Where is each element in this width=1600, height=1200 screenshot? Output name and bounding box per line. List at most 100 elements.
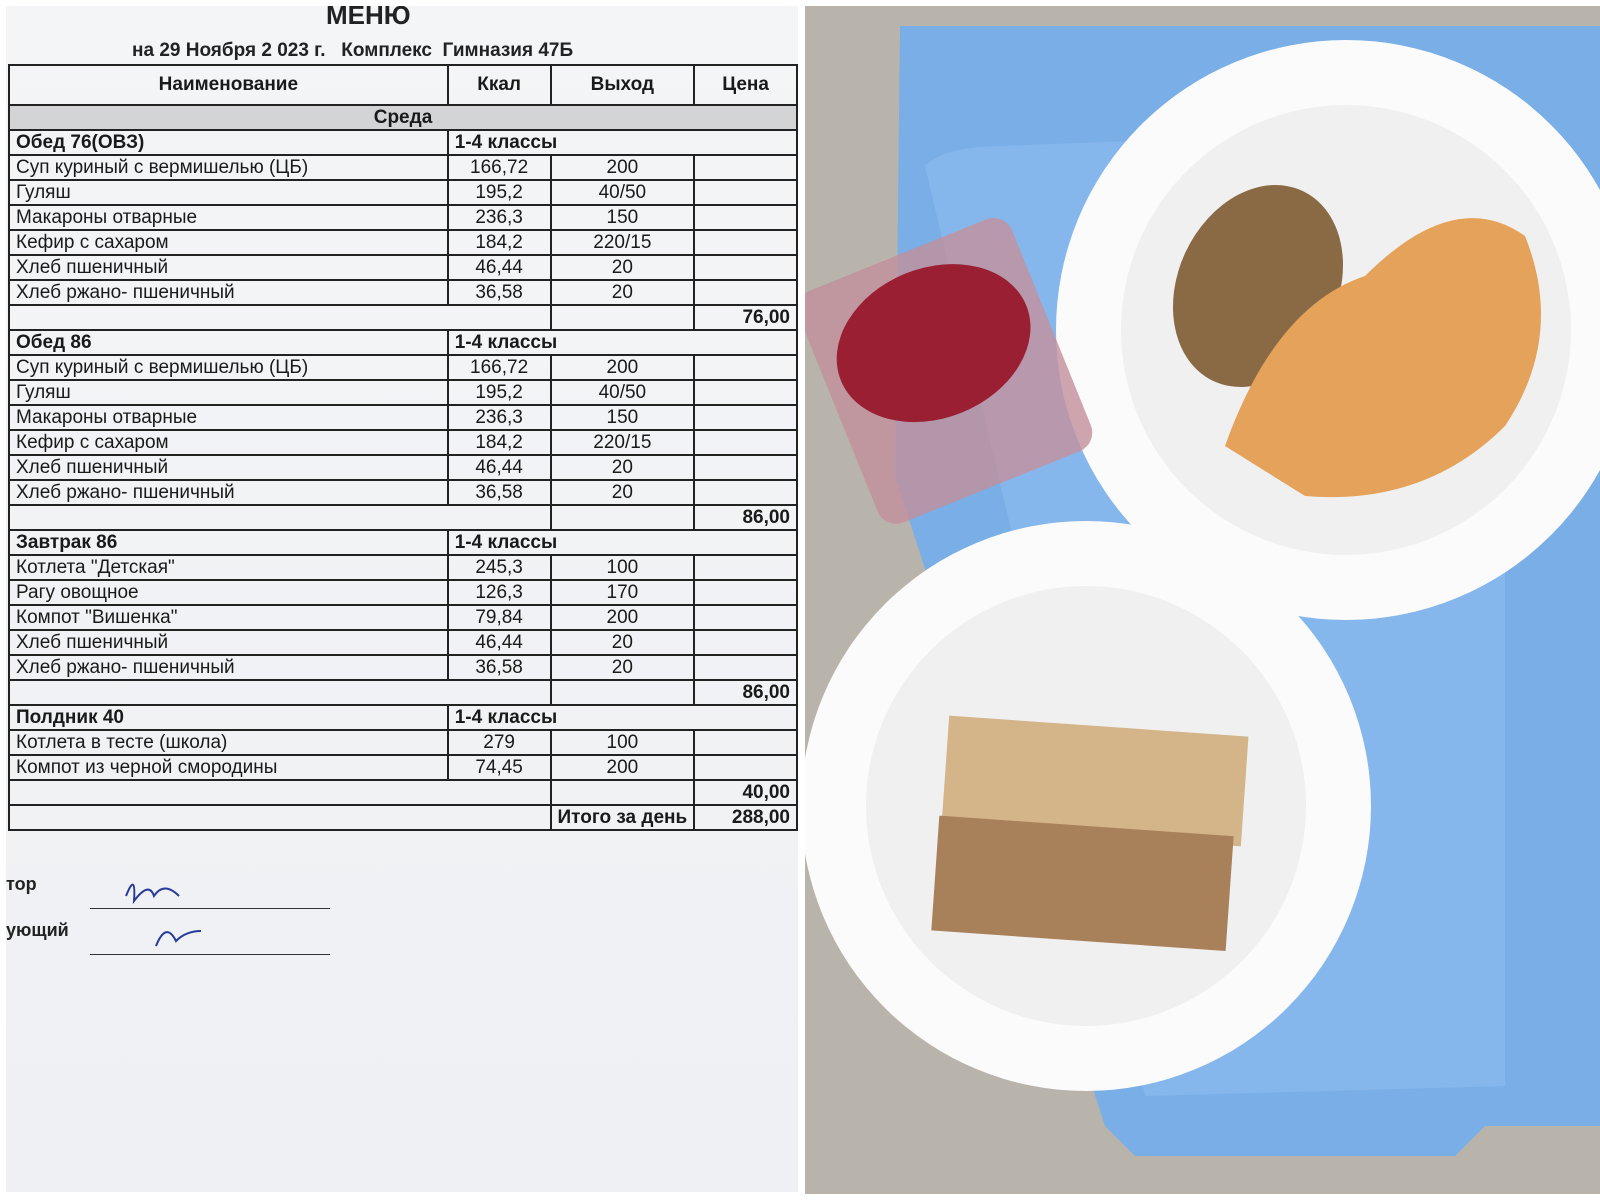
table-cell: Компот из черной смородины (8, 754, 449, 781)
table-row: Рагу овощное 126,3 170 (8, 579, 798, 606)
table-cell: 170 (549, 579, 696, 606)
table-cell: 20 (549, 254, 696, 281)
table-cell: 46,44 (446, 629, 552, 656)
table-cell: Хлеб ржано- пшеничный (8, 654, 449, 681)
table-cell: 150 (549, 404, 696, 431)
table-cell: Хлеб пшеничный (8, 629, 449, 656)
table-cell: 86,00 (693, 679, 798, 706)
table-row: Обед 86 1-4 классы (8, 329, 798, 356)
table-cell: 20 (549, 629, 696, 656)
table-cell (693, 604, 798, 631)
table-cell (693, 279, 798, 306)
table-cell (693, 404, 798, 431)
table-cell (693, 354, 798, 381)
table-cell: 1-4 классы (446, 329, 798, 356)
table-row: Хлеб ржано- пшеничный 36,58 20 (8, 279, 798, 306)
table-cell: 40/50 (549, 179, 696, 206)
table-cell: Выход (549, 64, 696, 106)
table-cell: Компот "Вишенка" (8, 604, 449, 631)
table-cell: 20 (549, 654, 696, 681)
title: МЕНЮ (326, 6, 411, 30)
table-cell: Макароны отварные (8, 204, 449, 231)
table-cell: 79,84 (446, 604, 552, 631)
table-cell: 236,3 (446, 404, 552, 431)
table-row: Хлеб ржано- пшеничный 36,58 20 (8, 479, 798, 506)
table-cell: 1-4 классы (446, 529, 798, 556)
table-cell: 220/15 (549, 429, 696, 456)
table-cell (693, 379, 798, 406)
table-row: Гуляш 195,2 40/50 (8, 379, 798, 406)
table-cell: Кефир с сахаром (8, 229, 449, 256)
table-cell: Хлеб пшеничный (8, 254, 449, 281)
table-cell: 166,72 (446, 154, 552, 181)
table-cell: 184,2 (446, 229, 552, 256)
table-cell: 200 (549, 354, 696, 381)
menu-table: Наименование Ккал Выход Цена Среда Обед 76(ОВ… (8, 64, 798, 831)
table-row: Завтрак 86 1-4 классы (8, 529, 798, 556)
table-cell (693, 179, 798, 206)
table-cell: Кефир с сахаром (8, 429, 449, 456)
table-row: Макароны отварные 236,3 150 (8, 404, 798, 431)
table-cell (549, 679, 696, 706)
table-cell: 200 (549, 154, 696, 181)
table-cell: 20 (549, 279, 696, 306)
table-cell (693, 429, 798, 456)
table-cell: 36,58 (446, 279, 552, 306)
table-cell (693, 654, 798, 681)
table-cell: Суп куриный с вермишелью (ЦБ) (8, 154, 449, 181)
table-row: Компот "Вишенка" 79,84 200 (8, 604, 798, 631)
table-cell: 200 (549, 604, 696, 631)
table-cell: Гуляш (8, 379, 449, 406)
table-cell: Котлета в тесте (школа) (8, 729, 449, 756)
table-cell: 46,44 (446, 454, 552, 481)
signature-label: тор (6, 874, 37, 894)
table-cell: 1-4 классы (446, 704, 798, 731)
table-cell (8, 679, 552, 706)
signatures-ink (125, 883, 202, 947)
table-cell (549, 504, 696, 531)
table-row: Хлеб пшеничный 46,44 20 (8, 254, 798, 281)
table-cell (693, 754, 798, 781)
table-cell: 40/50 (549, 379, 696, 406)
table-cell: Среда (8, 104, 798, 131)
table-row: Макароны отварные 236,3 150 (8, 204, 798, 231)
table-row: Хлеб ржано- пшеничный 36,58 20 (8, 654, 798, 681)
table-cell (693, 629, 798, 656)
table-cell (693, 554, 798, 581)
table-cell: 184,2 (446, 429, 552, 456)
table-cell (693, 479, 798, 506)
table-cell: 36,58 (446, 479, 552, 506)
table-cell: Макароны отварные (8, 404, 449, 431)
subtitle: на 29 Ноября 2 023 г. Комплекс Гимназия … (132, 40, 574, 61)
table-cell: Рагу овощное (8, 579, 449, 606)
table-cell (8, 304, 552, 331)
table-cell: 40,00 (693, 779, 798, 806)
table-cell: 100 (549, 729, 696, 756)
table-cell: 220/15 (549, 229, 696, 256)
table-cell (693, 229, 798, 256)
table-cell: 1-4 классы (446, 129, 798, 156)
table-cell: 288,00 (693, 804, 798, 831)
table-row: Котлета в тесте (школа) 279 100 (8, 729, 798, 756)
table-cell: 245,3 (446, 554, 552, 581)
table-cell (693, 204, 798, 231)
table-cell: Гуляш (8, 179, 449, 206)
table-row: Хлеб пшеничный 46,44 20 (8, 629, 798, 656)
table-cell: 150 (549, 204, 696, 231)
table-cell: Завтрак 86 (8, 529, 449, 556)
table-cell (8, 804, 552, 831)
menu-paper: МЕНЮ на 29 Ноября 2 023 г. Комплекс Гимн… (6, 6, 798, 1192)
table-cell: Хлеб ржано- пшеничный (8, 479, 449, 506)
table-cell (693, 254, 798, 281)
table-cell: Полдник 40 (8, 704, 449, 731)
table-cell: 126,3 (446, 579, 552, 606)
table-row: Наименование Ккал Выход Цена (8, 64, 798, 106)
table-cell: Итого за день (549, 804, 696, 831)
table-cell: Обед 76(ОВЗ) (8, 129, 449, 156)
table-row: Кефир с сахаром 184,2 220/15 (8, 429, 798, 456)
table-cell: 74,45 (446, 754, 552, 781)
table-cell (693, 154, 798, 181)
table-cell: Котлета "Детская" (8, 554, 449, 581)
table-cell (8, 779, 552, 806)
